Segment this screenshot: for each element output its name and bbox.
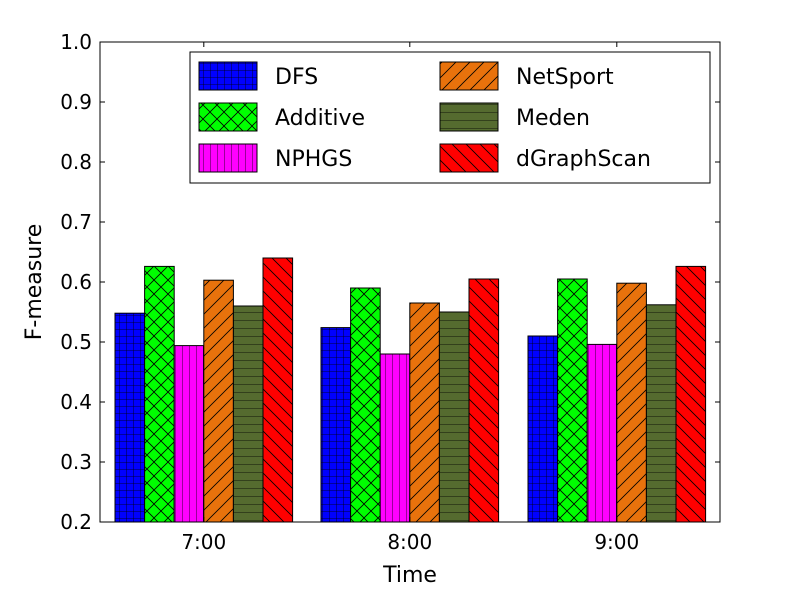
y-tick-label: 0.5 bbox=[60, 330, 92, 354]
legend-item-additive: Additive bbox=[198, 102, 365, 132]
bar-meden-900 bbox=[645, 304, 677, 523]
bar-meden-800-hatch bbox=[438, 311, 470, 523]
x-tick-label: 7:00 bbox=[181, 530, 226, 554]
bar-nphgs-900 bbox=[586, 343, 618, 523]
bar-nphgs-700-hatch bbox=[173, 345, 205, 523]
bar-dfs-800-hatch bbox=[320, 327, 352, 523]
bar-meden-700 bbox=[232, 305, 264, 523]
legend-item-netsport: NetSport bbox=[439, 61, 614, 91]
legend-swatch bbox=[439, 61, 499, 91]
bar-additive-800-hatch bbox=[350, 287, 381, 523]
y-tick-label: 0.9 bbox=[60, 90, 92, 114]
legend-swatch bbox=[198, 102, 258, 132]
legend-item-nphgs: NPHGS bbox=[198, 143, 352, 173]
y-tick-label: 0.6 bbox=[60, 270, 92, 294]
bar-additive-900 bbox=[557, 278, 588, 523]
legend-swatch bbox=[439, 102, 499, 132]
bars-layer bbox=[114, 257, 707, 523]
x-axis-label: Time bbox=[382, 563, 437, 588]
y-tick-label: 0.3 bbox=[60, 450, 92, 474]
legend: DFS Additive NPHGS NetSport Meden dGraphScan bbox=[189, 51, 711, 184]
bar-additive-900-hatch bbox=[557, 278, 588, 523]
bar-meden-900-hatch bbox=[645, 304, 677, 523]
y-axis-label: F-measure bbox=[22, 224, 47, 341]
bar-nphgs-800 bbox=[379, 353, 411, 523]
bar-dgraphscan-700 bbox=[262, 257, 294, 523]
bar-dgraphscan-800-hatch bbox=[468, 278, 500, 523]
bar-dfs-700-hatch bbox=[114, 312, 146, 523]
bar-dgraphscan-700-hatch bbox=[262, 257, 294, 523]
bar-additive-700-hatch bbox=[144, 265, 175, 523]
legend-label: NPHGS bbox=[275, 147, 352, 172]
bar-nphgs-700 bbox=[173, 345, 205, 523]
bar-additive-700 bbox=[144, 265, 175, 523]
axes-layer: 7:00 8:00 9:00 0.2 0.3 0.4 0.5 0.6 0.7 0.8 0.9 1.0 bbox=[60, 30, 721, 554]
bar-meden-700-hatch bbox=[232, 305, 264, 523]
y-tick-label: 0.4 bbox=[60, 390, 92, 414]
y-tick-label: 0.8 bbox=[60, 150, 92, 174]
legend-item-dgraphscan: dGraphScan bbox=[439, 143, 651, 173]
legend-item-dfs: DFS bbox=[198, 61, 318, 91]
bar-netsport-800 bbox=[409, 302, 440, 523]
bar-dgraphscan-800 bbox=[468, 278, 500, 523]
legend-swatch bbox=[198, 61, 258, 91]
legend-label: DFS bbox=[275, 65, 318, 90]
y-tick-label: 1.0 bbox=[60, 30, 92, 54]
bar-netsport-800-hatch bbox=[409, 302, 440, 523]
legend-swatch bbox=[439, 143, 499, 173]
legend-label: dGraphScan bbox=[516, 147, 651, 172]
bar-nphgs-800-hatch bbox=[379, 353, 411, 523]
bar-netsport-700 bbox=[203, 279, 234, 523]
bar-additive-800 bbox=[350, 287, 381, 523]
y-tick-label: 0.7 bbox=[60, 210, 92, 234]
bar-dgraphscan-900-hatch bbox=[675, 265, 707, 523]
y-tick-label: 0.2 bbox=[60, 510, 92, 534]
bar-dfs-900-hatch bbox=[527, 335, 559, 523]
x-tick-label: 8:00 bbox=[387, 530, 432, 554]
legend-swatch bbox=[198, 143, 258, 173]
legend-label: Meden bbox=[516, 106, 590, 131]
legend-label: NetSport bbox=[516, 65, 614, 90]
bar-dgraphscan-900 bbox=[675, 265, 707, 523]
bar-dfs-900 bbox=[527, 335, 559, 523]
bar-netsport-900-hatch bbox=[616, 282, 647, 523]
bar-dfs-800 bbox=[320, 327, 352, 523]
bar-nphgs-900-hatch bbox=[586, 343, 618, 523]
x-tick-label: 9:00 bbox=[594, 530, 639, 554]
legend-item-meden: Meden bbox=[439, 102, 590, 132]
legend-label: Additive bbox=[275, 106, 365, 131]
bar-dfs-700 bbox=[114, 312, 146, 523]
bar-netsport-900 bbox=[616, 282, 647, 523]
bar-netsport-700-hatch bbox=[203, 279, 234, 523]
bar-meden-800 bbox=[438, 311, 470, 523]
